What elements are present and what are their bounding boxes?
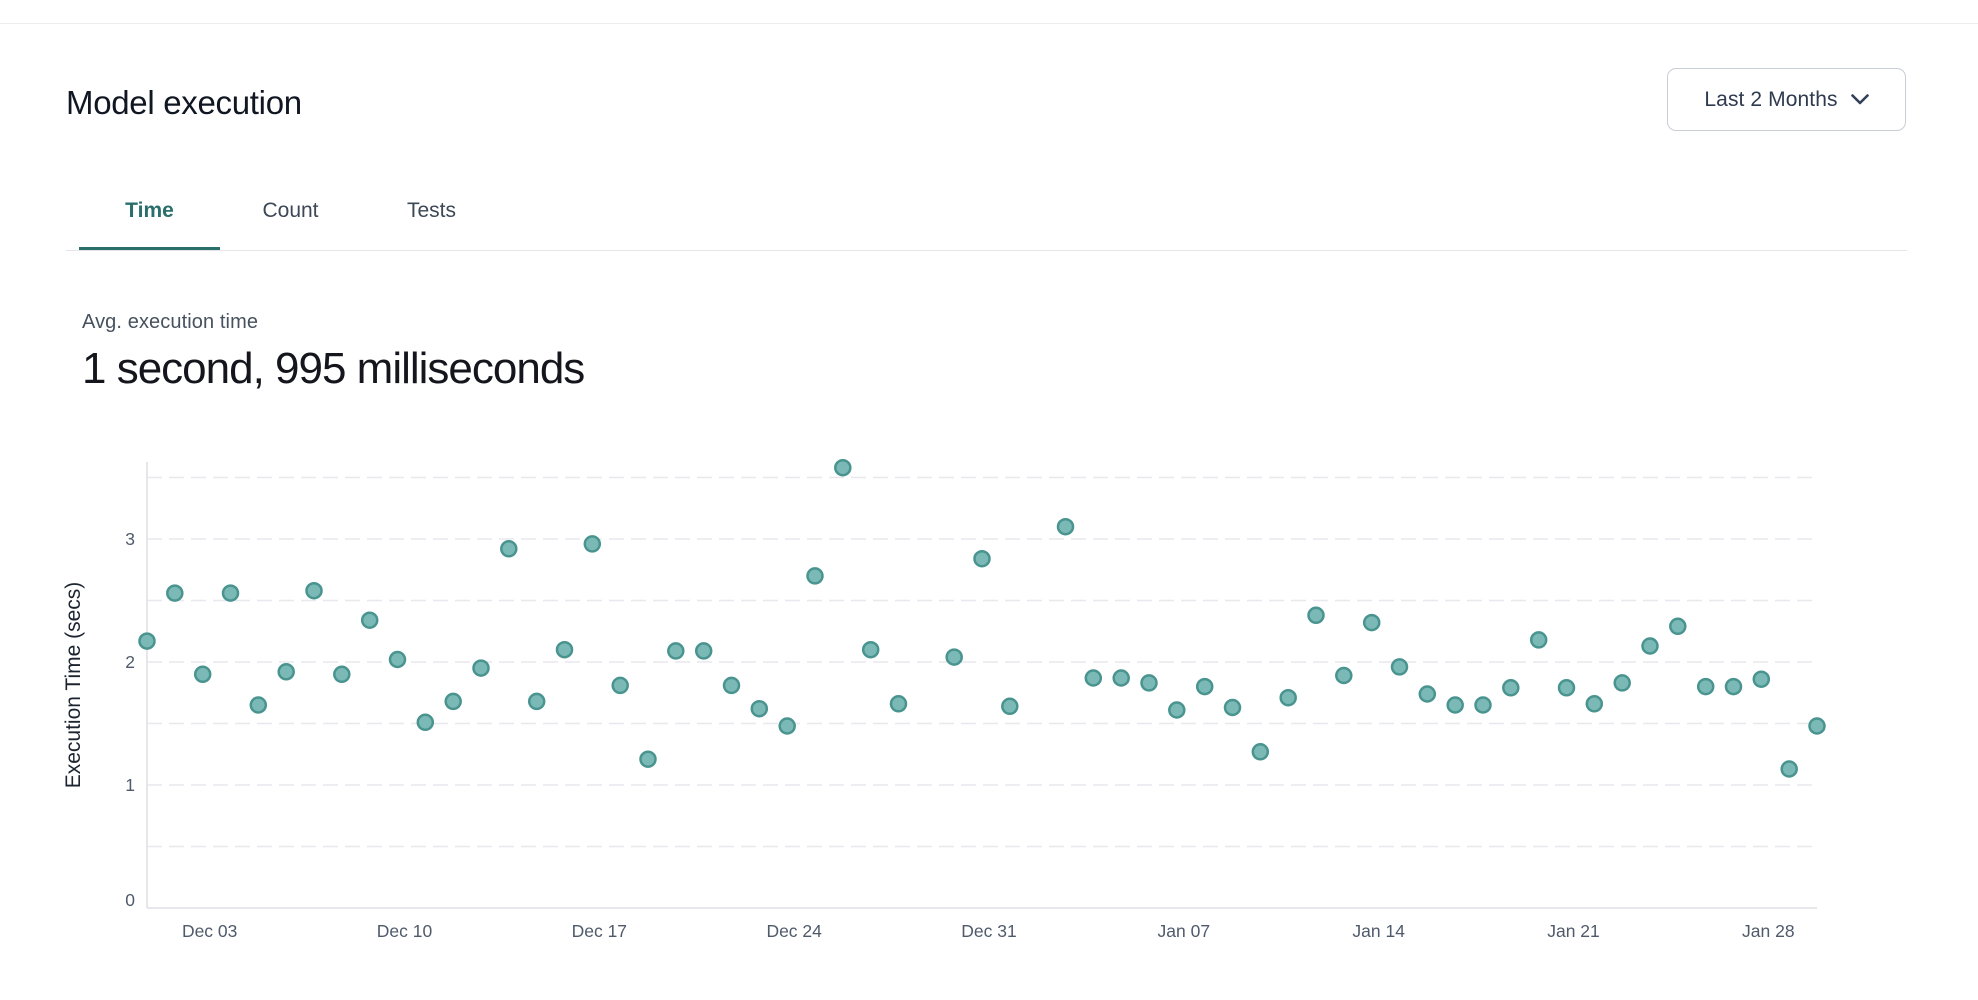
data-point[interactable] [1474,696,1492,714]
data-point[interactable] [1362,613,1381,632]
data-point[interactable] [1307,606,1325,625]
data-point[interactable] [1001,697,1019,716]
data-point[interactable] [694,642,713,660]
chart-tabs: Time Count Tests [79,195,502,251]
x-tick-label: Dec 31 [961,921,1016,941]
data-point[interactable] [611,676,629,695]
y-tick-label: 2 [125,652,135,672]
top-divider [0,23,1978,24]
data-point[interactable] [1418,685,1437,703]
data-point[interactable] [388,650,407,669]
data-point[interactable] [527,692,546,711]
data-point[interactable] [834,458,852,477]
data-point[interactable] [1112,669,1130,687]
data-point[interactable] [277,663,295,681]
data-point[interactable] [1168,701,1186,719]
data-point[interactable] [1446,696,1464,714]
metric-value: 1 second, 995 milliseconds [82,344,585,393]
x-tick-label: Dec 17 [572,921,627,941]
data-point[interactable] [500,540,518,558]
x-tick-label: Dec 10 [377,921,433,941]
tab-time[interactable]: Time [79,195,220,251]
data-point[interactable] [583,535,602,553]
metric-label: Avg. execution time [82,311,259,333]
data-point[interactable] [221,584,240,602]
data-point[interactable] [1251,743,1270,761]
page-title: Model execution [66,84,302,121]
x-tick-label: Dec 24 [766,921,822,941]
y-tick-label: 3 [125,529,135,549]
data-point[interactable] [1279,688,1297,707]
x-tick-label: Jan 28 [1742,921,1795,941]
data-point[interactable] [1056,517,1075,536]
data-point[interactable] [138,632,156,650]
data-point[interactable] [193,665,212,684]
data-point[interactable] [750,699,769,718]
data-point[interactable] [1557,679,1576,697]
y-tick-label: 0 [125,890,135,910]
data-point[interactable] [1696,677,1715,696]
data-point[interactable] [667,642,685,660]
data-point[interactable] [639,750,657,768]
data-point[interactable] [166,584,184,602]
data-point[interactable] [1641,637,1659,655]
data-point[interactable] [1613,674,1631,692]
data-point[interactable] [889,695,908,713]
y-tick-label: 1 [125,775,135,795]
data-point[interactable] [333,665,351,684]
data-point[interactable] [472,659,490,677]
data-point[interactable] [1223,698,1242,717]
data-point[interactable] [1808,717,1826,735]
data-point[interactable] [249,696,268,714]
data-point[interactable] [973,549,991,568]
data-point[interactable] [1669,617,1687,636]
data-point[interactable] [444,692,462,711]
data-point[interactable] [1585,695,1604,713]
tab-count[interactable]: Count [262,199,319,222]
data-point[interactable] [1502,679,1520,697]
tab-tests[interactable]: Tests [406,199,456,222]
tabs-divider [66,250,1907,251]
chevron-down-icon [1850,94,1869,105]
y-axis-title: Execution Time (secs) [62,582,85,789]
data-point[interactable] [1752,670,1771,688]
x-tick-label: Jan 21 [1547,921,1600,941]
data-point[interactable] [778,717,796,735]
data-point[interactable] [722,676,741,695]
data-point[interactable] [861,640,880,659]
data-point[interactable] [416,713,435,732]
data-point[interactable] [1390,658,1409,676]
date-range-dropdown[interactable]: Last 2 Months [1667,68,1906,131]
data-point[interactable] [360,611,379,629]
data-point[interactable] [305,581,323,600]
data-point[interactable] [555,640,574,659]
data-point[interactable] [1335,666,1353,685]
date-range-label: Last 2 Months [1704,87,1838,111]
data-point[interactable] [1195,677,1214,696]
x-tick-label: Jan 14 [1352,921,1405,941]
data-point[interactable] [806,567,824,585]
x-tick-label: Jan 07 [1158,921,1211,941]
data-point[interactable] [1529,631,1548,649]
data-point[interactable] [1084,669,1103,687]
data-point[interactable] [945,648,963,666]
data-point[interactable] [1780,760,1798,778]
x-tick-label: Dec 03 [182,921,237,941]
data-point[interactable] [1140,674,1158,692]
data-point[interactable] [1724,677,1743,696]
